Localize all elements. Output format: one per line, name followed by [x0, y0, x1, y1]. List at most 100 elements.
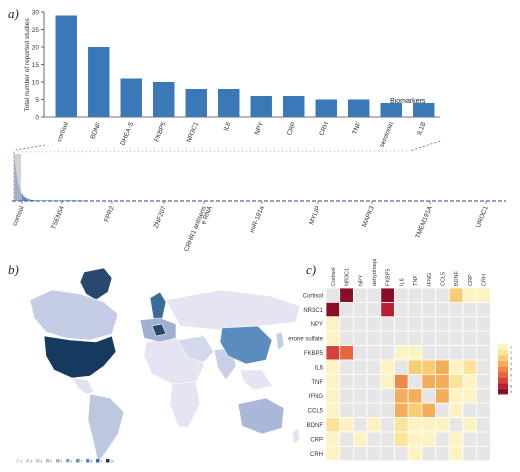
overview-tick-label: FPR2 [103, 205, 116, 223]
overview-bar [53, 200, 54, 201]
overview-bar [40, 200, 42, 201]
heat-cell [462, 330, 478, 347]
heat-cell [366, 287, 382, 303]
heat-legend-label: 2 [510, 351, 512, 355]
map-legend-label: 10 [111, 460, 115, 464]
bar-NPY [250, 96, 272, 117]
overview-bar [21, 194, 23, 201]
map-legend-swatch [96, 459, 100, 463]
heat-cell [421, 417, 436, 433]
overview-bar [26, 198, 27, 201]
heat-cell [462, 359, 478, 375]
heat-cell [394, 402, 409, 419]
heat-cell [394, 359, 409, 375]
map-legend-label: 6 [71, 460, 73, 464]
heat-legend-swatch [498, 372, 508, 378]
heat-col-label: Cortisol [331, 267, 337, 286]
x-tick-label: FKBP5 [153, 121, 167, 143]
overview-bar [34, 200, 35, 201]
zoom-connector-right [409, 140, 441, 152]
overview-bar [25, 197, 27, 201]
x-tick-label: NR3C1 [186, 121, 201, 144]
heat-cell [462, 373, 478, 390]
heat-row-label: erone sulfate [288, 337, 323, 343]
heat-cell [476, 445, 491, 462]
overview-bar [23, 196, 25, 201]
heat-cell [394, 301, 409, 318]
heat-cell [339, 301, 354, 318]
heat-cell [435, 417, 450, 433]
heat-cell [421, 445, 436, 462]
heat-cell [462, 345, 478, 361]
panel-label-a: a) [8, 6, 19, 21]
y-tick-label: 15 [32, 62, 40, 69]
x-tick-label: cortisol [56, 121, 70, 143]
overview-bar [47, 200, 48, 201]
overview-tick-label: miR-181a [249, 205, 266, 234]
heat-col-label: TNF [413, 275, 419, 286]
heat-cell [476, 330, 491, 347]
map-legend-label: 1 [21, 460, 23, 464]
heat-cell [339, 373, 354, 390]
bar-BDNF [88, 47, 110, 117]
heat-cell [352, 445, 368, 462]
heat-col-label: dehydroepi [372, 259, 378, 286]
map-legend-swatch [66, 459, 70, 463]
heat-cell [366, 359, 382, 375]
heat-row-label: CCL5 [308, 409, 324, 415]
map-legend-label: 9 [101, 460, 103, 464]
overview-bar [64, 200, 66, 201]
heat-cell [366, 388, 382, 404]
map-legend-label: 2 [31, 460, 33, 464]
heat-col-label: FKBP5 [386, 269, 392, 286]
x-tick-label: DHEA-S [119, 121, 135, 147]
heat-cell [448, 359, 464, 375]
overview-bar [82, 200, 84, 201]
overview-bar [29, 199, 31, 201]
y-axis-title: Total number of reported studies [24, 18, 31, 112]
heat-col-label: NPY [358, 274, 364, 286]
heat-cell [366, 417, 382, 433]
x-tick-label: IL1B [416, 121, 428, 136]
heat-cell [339, 388, 354, 404]
country-greenland [79, 267, 113, 301]
bar-NR3C1 [185, 89, 207, 117]
heat-legend-label: 9 [510, 390, 512, 394]
heat-row-label: TNF [311, 380, 323, 386]
heat-cell [421, 402, 436, 419]
heat-cell [366, 345, 382, 361]
heat-cell [407, 388, 423, 404]
y-tick-label: 10 [32, 80, 40, 87]
heat-cell [462, 402, 478, 419]
heat-cell [352, 301, 368, 318]
heat-cell [462, 301, 478, 318]
heat-cell [352, 345, 368, 361]
heat-cell [476, 402, 491, 419]
heat-col-label: CCL5 [440, 272, 446, 286]
heat-cell [407, 431, 423, 447]
heat-cell [448, 388, 464, 404]
overview-bar [58, 200, 59, 201]
heat-cell [476, 388, 491, 404]
heat-legend-swatch [498, 349, 508, 356]
heat-cell [476, 287, 491, 303]
heat-cell [394, 345, 409, 361]
heat-cell [339, 330, 354, 347]
heat-col-label: IL6 [399, 278, 405, 286]
overview-bar [27, 198, 28, 201]
overview-bar [52, 200, 53, 201]
x-tick-label: TNF [351, 121, 362, 135]
overview-tick-label: UROC1 [475, 205, 490, 229]
heat-cell [366, 445, 382, 462]
country-usa [43, 335, 117, 379]
country-south-africa [169, 381, 201, 429]
overview-bar [76, 200, 77, 201]
bar-IL6 [218, 89, 240, 117]
heat-cell [380, 287, 395, 303]
bar-DHEA-S [120, 78, 142, 117]
heat-cell [421, 316, 436, 332]
heat-col-label: NR3C1 [345, 268, 351, 286]
map-legend-swatch [36, 459, 40, 463]
heat-cell [380, 388, 395, 404]
heat-cell [448, 373, 464, 390]
